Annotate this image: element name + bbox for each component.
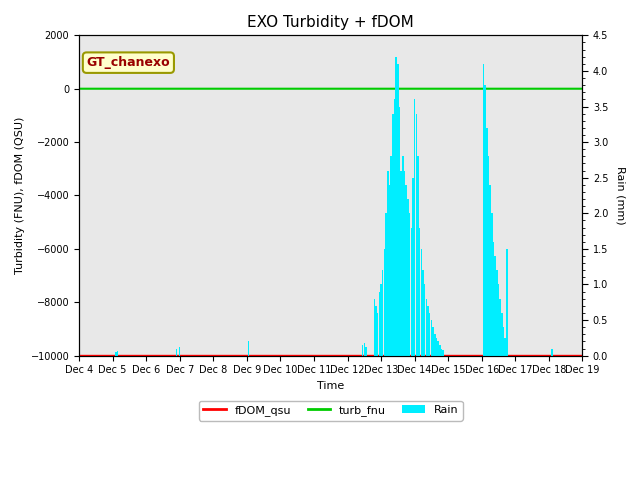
- Bar: [419, 228, 420, 356]
- Bar: [248, 341, 249, 356]
- Bar: [380, 285, 382, 356]
- Bar: [388, 185, 390, 356]
- Bar: [499, 299, 501, 356]
- Title: EXO Turbidity + fDOM: EXO Turbidity + fDOM: [247, 15, 414, 30]
- Bar: [115, 352, 116, 356]
- Bar: [375, 306, 377, 356]
- Bar: [399, 107, 400, 356]
- Bar: [496, 270, 497, 356]
- Bar: [379, 291, 380, 356]
- Y-axis label: Rain (mm): Rain (mm): [615, 166, 625, 225]
- Text: GT_chanexo: GT_chanexo: [86, 56, 170, 69]
- Bar: [506, 249, 508, 356]
- Bar: [439, 345, 440, 356]
- Bar: [488, 156, 489, 356]
- Bar: [493, 242, 494, 356]
- Bar: [429, 313, 431, 356]
- Bar: [422, 270, 424, 356]
- Bar: [441, 348, 442, 356]
- Bar: [404, 170, 405, 356]
- Bar: [382, 270, 383, 356]
- Bar: [501, 313, 502, 356]
- Bar: [117, 351, 118, 356]
- X-axis label: Time: Time: [317, 381, 344, 391]
- Bar: [396, 57, 397, 356]
- Bar: [437, 341, 439, 356]
- Bar: [486, 128, 488, 356]
- Bar: [383, 249, 385, 356]
- Bar: [410, 228, 412, 356]
- Bar: [387, 170, 388, 356]
- Bar: [484, 85, 486, 356]
- Bar: [401, 170, 402, 356]
- Y-axis label: Turbidity (FNU), fDOM (QSU): Turbidity (FNU), fDOM (QSU): [15, 117, 25, 274]
- Bar: [552, 348, 553, 356]
- Bar: [431, 320, 432, 356]
- Bar: [175, 348, 177, 356]
- Bar: [483, 64, 484, 356]
- Bar: [503, 327, 504, 356]
- Bar: [434, 334, 435, 356]
- Bar: [179, 347, 180, 356]
- Bar: [504, 338, 506, 356]
- Bar: [390, 156, 392, 356]
- Bar: [426, 299, 427, 356]
- Bar: [409, 213, 410, 356]
- Bar: [406, 185, 407, 356]
- Legend: fDOM_qsu, turb_fnu, Rain: fDOM_qsu, turb_fnu, Rain: [199, 401, 463, 420]
- Bar: [428, 306, 429, 356]
- Bar: [402, 156, 404, 356]
- Bar: [407, 199, 409, 356]
- Bar: [490, 185, 491, 356]
- Bar: [374, 299, 375, 356]
- Bar: [498, 285, 499, 356]
- Bar: [414, 99, 415, 356]
- Bar: [394, 99, 396, 356]
- Bar: [377, 313, 378, 356]
- Bar: [436, 338, 437, 356]
- Bar: [495, 256, 496, 356]
- Bar: [442, 350, 444, 356]
- Bar: [364, 343, 365, 356]
- Bar: [385, 213, 387, 356]
- Bar: [417, 156, 419, 356]
- Bar: [362, 345, 364, 356]
- Bar: [424, 285, 426, 356]
- Bar: [415, 114, 417, 356]
- Bar: [491, 213, 493, 356]
- Bar: [412, 178, 413, 356]
- Bar: [392, 114, 394, 356]
- Bar: [420, 249, 422, 356]
- Bar: [365, 347, 367, 356]
- Bar: [433, 327, 434, 356]
- Bar: [397, 64, 399, 356]
